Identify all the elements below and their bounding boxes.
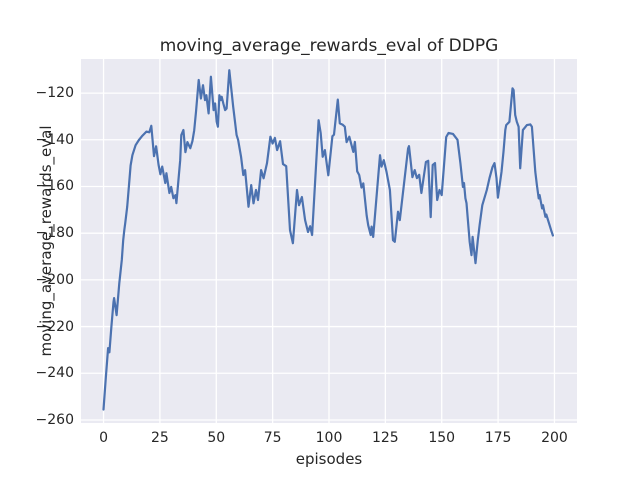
y-tick-label: −220 [35,318,74,335]
x-tick-label: 150 [428,430,456,446]
y-tick-label: −160 [35,178,74,195]
x-tick-label: 125 [371,430,399,446]
x-tick-label: 0 [99,430,108,446]
y-tick-label: −260 [35,411,74,428]
x-tick-label: 75 [263,430,282,446]
y-tick-label: −240 [35,365,74,382]
x-tick-label: 25 [150,430,169,446]
x-tick-label: 175 [484,430,512,446]
x-axis-label: episodes [295,450,363,468]
y-tick-label: −120 [35,85,74,102]
data-line-moving-average-rewards [102,69,555,411]
x-tick-label: 50 [207,430,226,446]
y-tick-label: −180 [35,225,74,242]
chart-title: moving_average_rewards_eval of DDPG [159,36,499,56]
y-tick-label: −140 [35,131,74,148]
y-tick-label: −200 [35,271,74,288]
x-tick-label: 100 [315,430,343,446]
x-tick-label: 200 [541,430,568,446]
